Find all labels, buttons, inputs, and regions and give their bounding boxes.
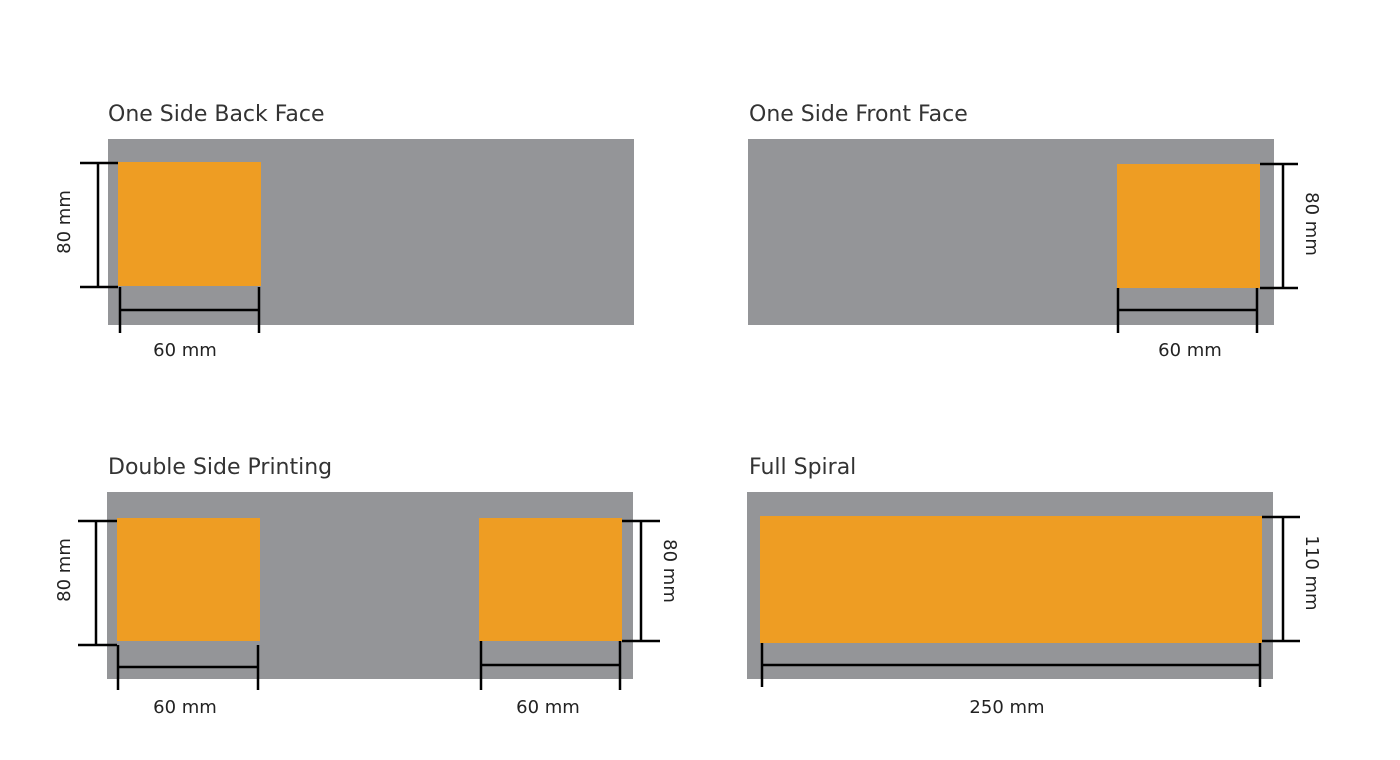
print-area xyxy=(1117,164,1260,288)
dimension-label: 80 mm xyxy=(1301,192,1322,256)
dimension-label: 250 mm xyxy=(969,697,1044,718)
print-area xyxy=(118,162,261,286)
dimension-label: 80 mm xyxy=(659,539,680,603)
dimension-label: 60 mm xyxy=(516,697,580,718)
panel: Full Spiral 110 mm 250 mm xyxy=(747,455,1322,718)
dimension-label: 80 mm xyxy=(54,190,75,254)
print-area xyxy=(760,516,1262,643)
panel: One Side Back Face 80 mm 60 mm xyxy=(54,102,634,361)
dimension-label: 60 mm xyxy=(1158,340,1222,361)
dimension-label: 80 mm xyxy=(54,538,75,602)
panel-title: Full Spiral xyxy=(749,455,856,480)
panel-title: One Side Front Face xyxy=(749,102,968,127)
panel: One Side Front Face 80 mm 60 mm xyxy=(748,102,1322,361)
print-area xyxy=(117,518,260,641)
panel-title: Double Side Printing xyxy=(108,455,332,480)
panel: Double Side Printing 80 mm 60 mm 80 mm 6… xyxy=(54,455,680,718)
print-area xyxy=(479,518,622,641)
dimension-label: 60 mm xyxy=(153,697,217,718)
dimension-label: 60 mm xyxy=(153,340,217,361)
panel-title: One Side Back Face xyxy=(108,102,325,127)
dimension-label: 110 mm xyxy=(1301,535,1322,610)
